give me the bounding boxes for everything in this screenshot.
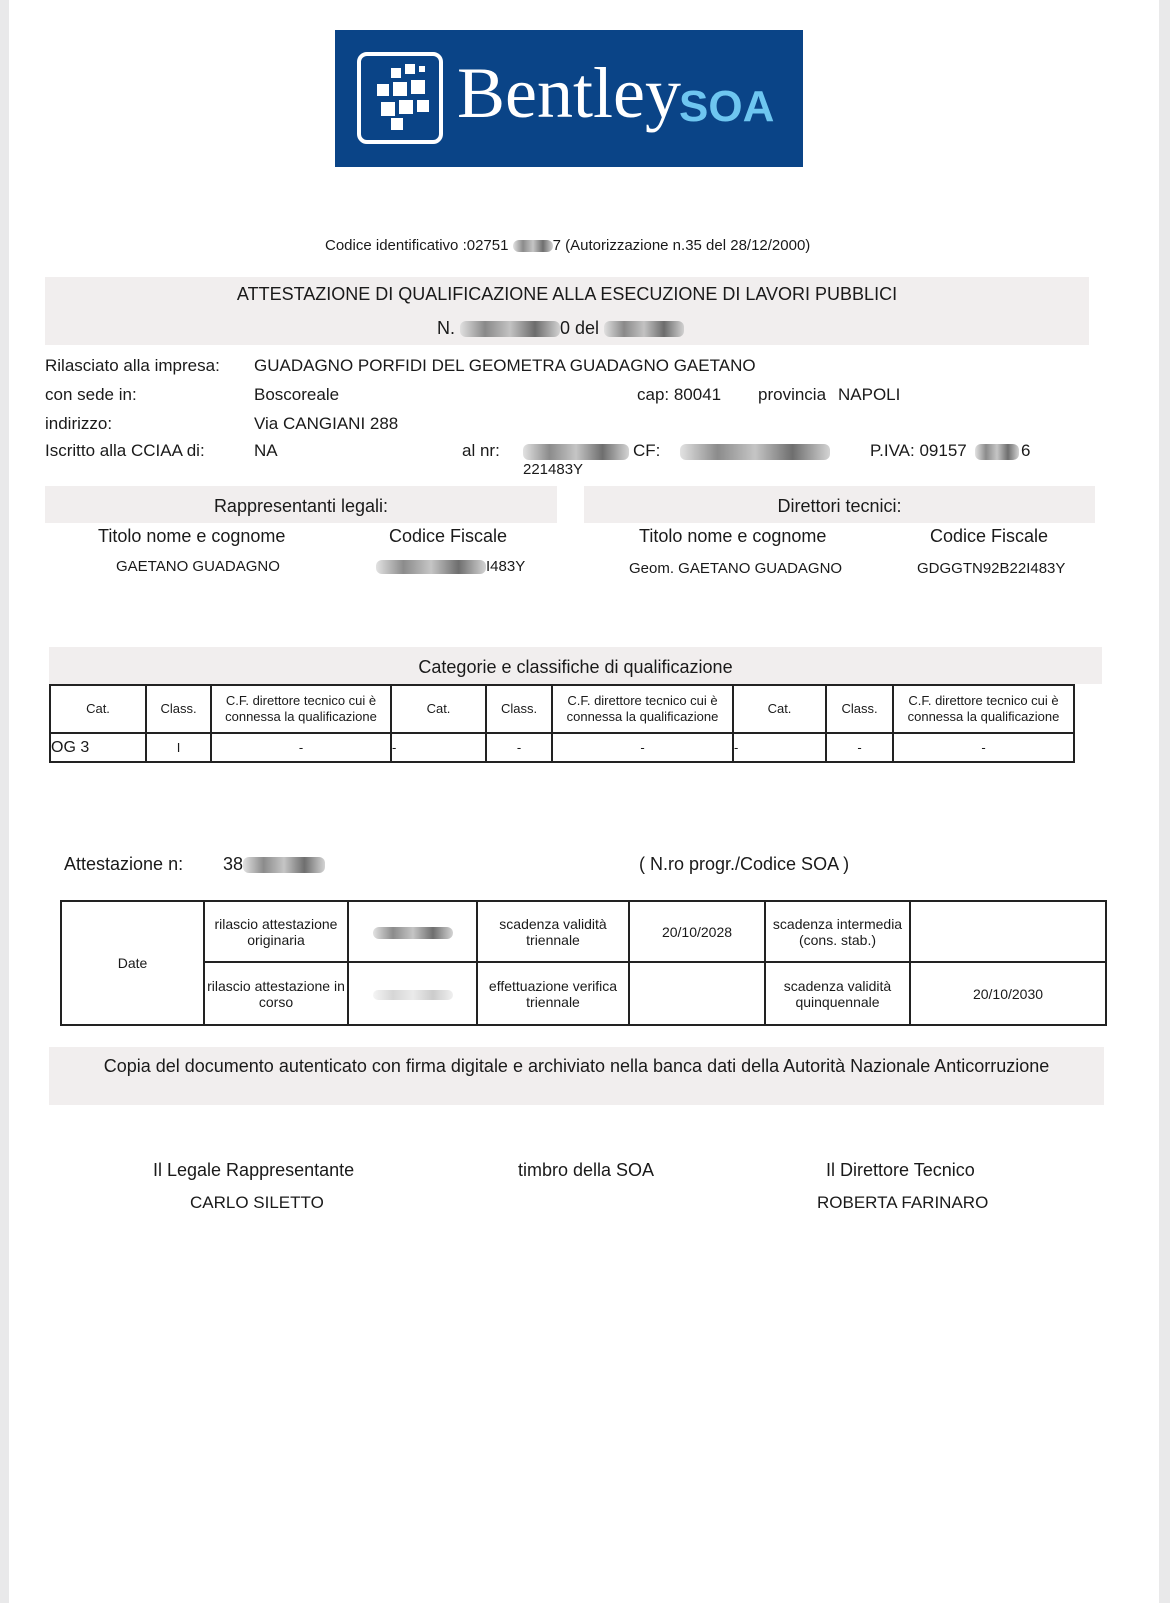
redacted (680, 444, 830, 460)
scad-quin: scadenza validità quinquennale (764, 961, 911, 1026)
redacted (376, 560, 486, 574)
cell-class: I (145, 732, 212, 763)
sede: Boscoreale (254, 385, 340, 404)
indirizzo: Via CANGIANI 288 (254, 414, 399, 433)
number-mid: 0 del (560, 318, 600, 338)
cell-cf: - (551, 732, 734, 763)
h-cf: C.F. direttore tecnico cui è connessa la… (210, 684, 392, 734)
categorie-title: Categorie e classifiche di qualificazion… (418, 657, 733, 677)
rilascio-orig: rilascio attestazione originaria (203, 900, 349, 963)
rapp-col-name: Titolo nome e cognome (98, 526, 286, 546)
number-prefix: N. (437, 318, 455, 338)
timbro-label: timbro della SOA (518, 1160, 655, 1180)
redacted (460, 321, 561, 338)
label-nr: al nr: (462, 441, 500, 460)
redacted (372, 989, 453, 1000)
date-table: Date rilascio attestazione originaria sc… (60, 900, 1107, 1026)
h-class: Class. (145, 684, 212, 734)
scad-tri-val: 20/10/2028 (628, 900, 766, 963)
dir-cf: GDGGTN92B22I483Y (917, 560, 1066, 577)
h-cat: Cat. (732, 684, 827, 734)
title-band (45, 277, 1089, 345)
cell-cf: - (892, 732, 1075, 763)
rapp-cf: I483Y (486, 558, 526, 575)
h-class: Class. (485, 684, 553, 734)
rappresentanti-band (45, 486, 557, 523)
direttore-name: ROBERTA FARINARO (817, 1193, 989, 1212)
date-label: Date (60, 900, 205, 1026)
label-sede: con sede in: (45, 385, 137, 404)
codice-line: Codice identificativo :02751 7 (Autorizz… (325, 237, 810, 254)
copia-note: Copia del documento autenticato con firm… (103, 1056, 1050, 1076)
label-indirizzo: indirizzo: (45, 414, 113, 433)
piva-tail: 6 (1021, 441, 1031, 460)
redacted (523, 444, 629, 460)
rapp-col-cf: Codice Fiscale (389, 526, 508, 546)
document-title: ATTESTAZIONE DI QUALIFICAZIONE ALLA ESEC… (236, 284, 898, 304)
copia-band (49, 1047, 1104, 1105)
bentley-soa-logo: Bentley SOA (335, 30, 803, 167)
cell-cat: - (732, 732, 827, 763)
document-page (9, 0, 1159, 1603)
label-provincia: provincia (758, 385, 827, 404)
legale-name: CARLO SILETTO (190, 1193, 324, 1212)
direttori-band (584, 486, 1095, 523)
redacted (243, 857, 325, 873)
autorizzazione: 7 (Autorizzazione n.35 del 28/12/2000) (552, 237, 811, 254)
rapp-name: GAETANO GUADAGNO (116, 558, 280, 575)
h-cf: C.F. direttore tecnico cui è connessa la… (551, 684, 734, 734)
label-ccia: Iscritto alla CCIAA di: (45, 441, 205, 460)
scad-quin-val: 20/10/2030 (909, 961, 1107, 1026)
impresa: GUADAGNO PORFIDI DEL GEOMETRA GUADAGNO G… (254, 356, 756, 375)
attestazione-note: ( N.ro progr./Codice SOA ) (639, 854, 850, 874)
logo-suffix: SOA (679, 82, 775, 131)
label-impresa: Rilasciato alla impresa: (45, 356, 220, 375)
dir-name: Geom. GAETANO GUADAGNO (629, 560, 843, 577)
document-number: N. 0 del (437, 318, 685, 339)
redacted (604, 321, 685, 338)
categorie-table: Cat. Class. C.F. direttore tecnico cui è… (49, 684, 1075, 763)
categorie-band (49, 647, 1102, 684)
cell-cf: - (210, 732, 392, 763)
h-class: Class. (825, 684, 894, 734)
label-cf: CF: (633, 441, 661, 460)
cap: cap: 80041 (637, 385, 722, 404)
redacted (512, 240, 553, 253)
direttori-title: Direttori tecnici: (777, 496, 902, 516)
cell-cat: - (390, 732, 487, 763)
attestazione-label: Attestazione n: (64, 854, 184, 874)
legale-label: Il Legale Rappresentante (153, 1160, 355, 1180)
redacted (372, 926, 453, 939)
scad-tri: scadenza validità triennale (476, 900, 630, 963)
h-cf: C.F. direttore tecnico cui è connessa la… (892, 684, 1075, 734)
logo-brand: Bentley (457, 53, 681, 133)
dir-col-name: Titolo nome e cognome (639, 526, 827, 546)
cell-cat: OG 3 (49, 732, 147, 763)
rilascio-corso: rilascio attestazione in corso (203, 961, 349, 1026)
h-cat: Cat. (49, 684, 147, 734)
h-cat: Cat. (390, 684, 487, 734)
cell-class: - (485, 732, 553, 763)
provincia: NAPOLI (838, 385, 901, 404)
piva: P.IVA: 09157 (870, 441, 967, 460)
verifica: effettuazione verifica triennale (476, 961, 630, 1026)
ccia: NA (254, 441, 278, 460)
cell-class: - (825, 732, 894, 763)
scad-int: scadenza intermedia (cons. stab.) (764, 900, 911, 963)
attestazione-num: 38 (223, 854, 244, 874)
table-row: OG 3 I - - - - - - - (49, 732, 1075, 763)
logo-mark-icon (357, 52, 443, 144)
codice: Codice identificativo :02751 (325, 237, 509, 254)
direttore-label: Il Direttore Tecnico (826, 1160, 975, 1180)
redacted (975, 444, 1019, 460)
scad-int-val (909, 900, 1107, 963)
verifica-val (628, 961, 766, 1026)
nr-tail: 221483Y (523, 461, 584, 478)
dir-col-cf: Codice Fiscale (930, 526, 1049, 546)
rappresentanti-title: Rappresentanti legali: (213, 496, 389, 516)
